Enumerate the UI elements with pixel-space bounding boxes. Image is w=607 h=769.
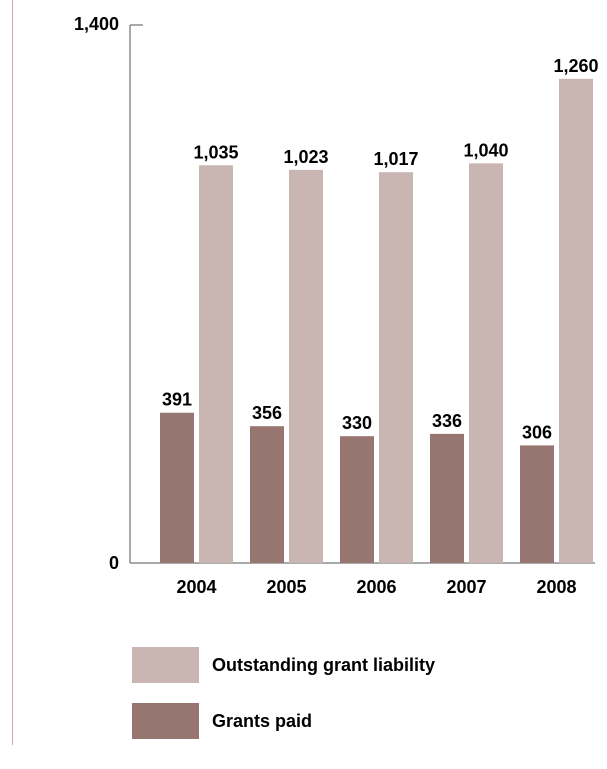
bar-grants-paid-2007 [430,433,464,563]
y-tick-label-top: 1,400 [74,14,119,34]
x-tick-label-2004: 2004 [176,577,216,597]
legend-label-outstanding: Outstanding grant liability [212,655,436,675]
data-label-outstanding-grant-liability-2007: 1,040 [463,140,508,160]
bar-outstanding-grant-liability-2008 [559,78,593,564]
bar-grants-paid-2008 [520,445,554,563]
y-tick-label-zero: 0 [109,553,119,573]
legend-label-grants-paid: Grants paid [212,711,313,731]
page-left-rule [12,0,13,745]
bar-outstanding-grant-liability-2007 [469,163,503,564]
legend-swatch-grants-paid [132,703,199,739]
bar-grants-paid-2005 [250,426,284,563]
data-label-outstanding-grant-liability-2006: 1,017 [373,149,418,169]
legend-swatch-outstanding [132,647,199,683]
data-label-outstanding-grant-liability-2005: 1,023 [283,147,328,167]
x-tick-label-2006: 2006 [356,577,396,597]
bar-grants-paid-2006 [340,436,374,563]
data-label-outstanding-grant-liability-2008: 1,260 [553,56,598,76]
y-axis: 1,400 0 [74,14,143,573]
data-label-grants-paid-2005: 356 [252,403,282,423]
data-label-grants-paid-2007: 336 [432,411,462,431]
bar-outstanding-grant-liability-2004 [199,165,233,563]
data-label-outstanding-grant-liability-2004: 1,035 [193,142,238,162]
legend-item-outstanding: Outstanding grant liability [132,647,552,683]
bar-outstanding-grant-liability-2006 [379,172,413,563]
bar-outstanding-grant-liability-2005 [289,169,323,563]
data-label-grants-paid-2006: 330 [342,413,372,433]
legend-item-grants-paid: Grants paid [132,703,552,739]
bar-grants-paid-2004 [160,412,194,563]
x-tick-label-2005: 2005 [266,577,306,597]
data-label-grants-paid-2004: 391 [162,390,192,410]
data-label-grants-paid-2008: 306 [522,422,552,442]
bar-chart: 1,400 0 391 1,035 2004 356 1,023 2005 330 1,017… [74,14,599,597]
bars-group: 391 1,035 2004 356 1,023 2005 330 1,017 2006 336 1… [160,56,599,597]
x-tick-label-2008: 2008 [536,577,576,597]
x-tick-label-2007: 2007 [446,577,486,597]
